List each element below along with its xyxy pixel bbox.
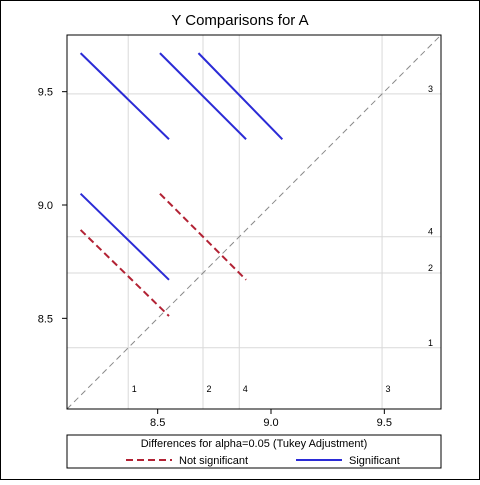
level-label-right-4: 4 xyxy=(428,227,433,237)
legend-label-significant: Significant xyxy=(349,455,400,467)
significant-segment-3 xyxy=(159,52,247,140)
level-labels: 1 1 2 2 4 4 3 3 xyxy=(132,84,433,394)
level-label-bottom-2: 2 xyxy=(206,384,211,394)
level-label-right-3: 3 xyxy=(428,84,433,94)
x-tick-label-2: 9.0 xyxy=(263,417,278,429)
legend: Differences for alpha=0.05 (Tukey Adjust… xyxy=(66,434,442,469)
comparison-segments xyxy=(79,52,284,317)
x-axis: 8.5 9.0 9.5 xyxy=(150,409,392,429)
level-label-right-2: 2 xyxy=(428,263,433,273)
not-significant-segment-1 xyxy=(79,229,170,317)
plot-frame xyxy=(66,34,442,410)
x-tick-label-1: 8.5 xyxy=(150,417,165,429)
not-significant-segment-2 xyxy=(159,192,247,281)
significant-segment-4 xyxy=(197,52,284,140)
diagonal-reference-line xyxy=(66,34,442,410)
level-label-right-1: 1 xyxy=(428,338,433,348)
level-label-bottom-4: 4 xyxy=(243,384,248,394)
legend-box xyxy=(66,434,442,469)
y-tick-label-1: 8.5 xyxy=(38,313,53,325)
significant-segment-1 xyxy=(79,192,170,281)
y-axis: 8.5 9.0 9.5 xyxy=(38,87,67,325)
legend-title: Differences for alpha=0.05 (Tukey Adjust… xyxy=(141,438,368,450)
level-label-bottom-3: 3 xyxy=(386,384,391,394)
level-label-bottom-1: 1 xyxy=(132,384,137,394)
y-tick-label-3: 9.5 xyxy=(38,87,53,99)
x-tick-label-3: 9.5 xyxy=(377,417,392,429)
chart-title: Y Comparisons for A xyxy=(171,12,308,29)
legend-label-not-significant: Not significant xyxy=(179,455,248,467)
significant-segment-2 xyxy=(79,52,170,140)
y-tick-label-2: 9.0 xyxy=(38,200,53,212)
